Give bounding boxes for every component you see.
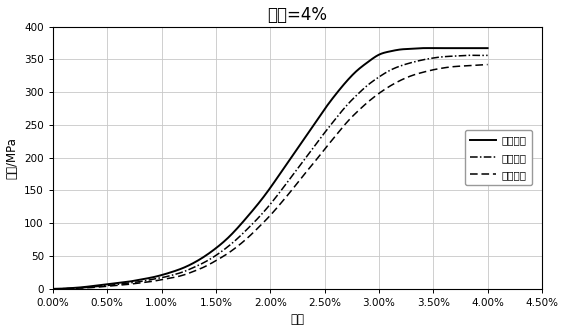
第一循环 [309,126,315,130]
第一循环 [484,46,491,50]
第二循环 [285,179,292,183]
第二循环 [309,148,315,152]
第一循环 [258,197,265,201]
X-axis label: 应变: 应变 [290,313,305,326]
第三循环 [256,224,263,228]
第一循环 [50,287,56,291]
Y-axis label: 应力/MPa: 应力/MPa [6,137,19,179]
第二循环 [406,61,413,65]
第三循环 [258,222,265,226]
第一循环 [256,200,263,204]
第二循环 [50,287,56,291]
第三循环 [406,75,413,79]
第三循环 [474,63,481,67]
Title: 应变=4%: 应变=4% [267,6,328,24]
Line: 第一循环: 第一循环 [53,48,488,289]
第三循环 [309,163,315,167]
第三循环 [484,62,491,66]
第三循环 [50,287,56,291]
第一循环 [285,160,292,164]
第三循环 [285,193,292,197]
Line: 第三循环: 第三循环 [53,64,488,289]
第二循环 [467,53,474,57]
第一循环 [406,47,413,51]
第二循环 [258,212,265,216]
第二循环 [256,215,263,219]
Legend: 第一循环, 第二循环, 第三循环: 第一循环, 第二循环, 第三循环 [465,130,532,185]
第一循环 [423,46,430,50]
第二循环 [484,53,491,57]
Line: 第二循环: 第二循环 [53,55,488,289]
第一循环 [475,46,482,50]
第二循环 [475,53,482,57]
